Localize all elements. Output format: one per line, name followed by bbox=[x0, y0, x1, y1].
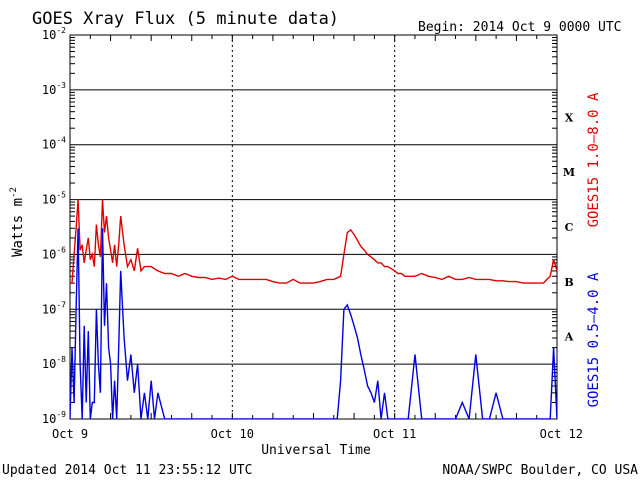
flare-class-label: M bbox=[563, 166, 575, 179]
y-tick-exponent: -8 bbox=[56, 355, 66, 364]
updated-timestamp: Updated 2014 Oct 11 23:55:12 UTC bbox=[2, 463, 252, 478]
plot-frame bbox=[69, 34, 558, 420]
legend-series-short: GOES15 0.5–4.0 A bbox=[586, 272, 602, 407]
y-tick-label: 10-5 bbox=[42, 191, 66, 207]
y-axis-title: Watts m-2 bbox=[9, 187, 26, 257]
y-tick-exponent: -5 bbox=[56, 191, 66, 200]
grid-layer bbox=[70, 34, 557, 420]
x-tick-label: Oct 11 bbox=[373, 427, 416, 441]
y-tick-base: 10 bbox=[42, 83, 56, 97]
x-axis-title: Universal Time bbox=[261, 443, 371, 458]
flare-class-label: C bbox=[565, 221, 574, 234]
flare-class-label: A bbox=[564, 331, 574, 344]
begin-date: Begin: 2014 Oct 9 0000 UTC bbox=[418, 20, 622, 35]
y-tick-exponent: -2 bbox=[56, 26, 66, 35]
x-tick-label: Oct 12 bbox=[540, 427, 583, 441]
y-tick-label: 10-4 bbox=[42, 136, 66, 152]
y-tick-base: 10 bbox=[42, 193, 56, 207]
y-tick-exponent: -9 bbox=[56, 410, 66, 419]
series-line-long-wavelength bbox=[70, 199, 557, 284]
y-tick-label: 10-7 bbox=[42, 300, 66, 316]
flare-class-layer: X M C B A bbox=[563, 111, 575, 343]
y-tick-label: 10-2 bbox=[42, 26, 66, 42]
y-tick-exponent: -6 bbox=[56, 245, 66, 254]
y-tick-exponent: -3 bbox=[56, 81, 66, 90]
chart-title: GOES Xray Flux (5 minute data) bbox=[32, 9, 339, 29]
y-tick-base: 10 bbox=[42, 357, 56, 371]
y-tick-exponent: -4 bbox=[56, 136, 66, 145]
flare-class-label: X bbox=[565, 111, 574, 124]
y-tick-base: 10 bbox=[42, 247, 56, 261]
y-tick-base: 10 bbox=[42, 412, 56, 426]
legend-series-long: GOES15 1.0–8.0 A bbox=[586, 92, 602, 227]
series-line-short-wavelength bbox=[70, 228, 557, 419]
credit-line: NOAA/SWPC Boulder, CO USA bbox=[442, 463, 638, 478]
series-layer bbox=[70, 199, 557, 419]
y-tick-label: 10-3 bbox=[42, 81, 66, 97]
y-tick-exponent: -7 bbox=[56, 300, 66, 309]
y-tick-label: 10-8 bbox=[42, 355, 66, 371]
y-tick-label: 10-9 bbox=[42, 410, 66, 426]
y-tick-base: 10 bbox=[42, 28, 56, 42]
y-tick-base: 10 bbox=[42, 138, 56, 152]
x-tick-label: Oct 10 bbox=[211, 427, 254, 441]
flare-class-label: B bbox=[564, 276, 573, 289]
y-tick-label: 10-6 bbox=[42, 245, 66, 261]
x-tick-label: Oct 9 bbox=[52, 427, 88, 441]
y-tick-base: 10 bbox=[42, 302, 56, 316]
